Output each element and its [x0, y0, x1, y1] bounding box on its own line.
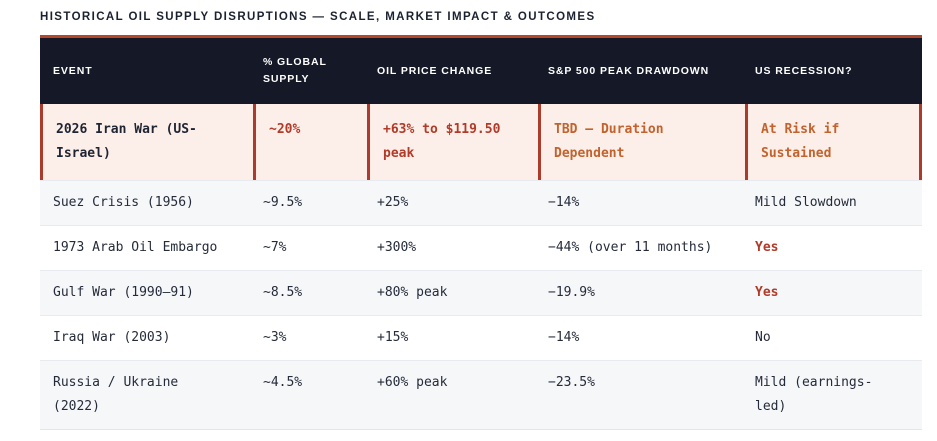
- cell-event: Iraq War (2003): [53, 330, 171, 345]
- cell-sp500-drawdown: −44% (over 11 months): [548, 240, 713, 255]
- cell-us-recession: Mild (earnings-led): [755, 375, 873, 414]
- table-row-gulf-war: Gulf War (1990–91) ~8.5% +80% peak −19.9…: [40, 270, 922, 315]
- column-header-event: EVENT: [53, 64, 93, 77]
- cell-global-supply: ~7%: [263, 240, 287, 255]
- column-header-global-supply: % GLOBAL SUPPLY: [263, 56, 327, 85]
- cell-global-supply: ~9.5%: [263, 195, 303, 210]
- cell-oil-price-change: +60% peak: [377, 375, 448, 390]
- cell-us-recession: Mild Slowdown: [755, 195, 857, 210]
- cell-oil-price-change: +15%: [377, 330, 409, 345]
- cell-event: 1973 Arab Oil Embargo: [53, 240, 218, 255]
- cell-event: Suez Crisis (1956): [53, 195, 194, 210]
- cell-oil-price-change: +80% peak: [377, 285, 448, 300]
- cell-us-recession: Yes: [755, 285, 779, 300]
- cell-global-supply: ~20%: [253, 104, 367, 180]
- cell-sp500-drawdown: −14%: [548, 195, 580, 210]
- table-row-2026-iran-war: 2026 Iran War (US-Israel) ~20% +63% to $…: [40, 104, 922, 180]
- table-header-row: EVENT % GLOBAL SUPPLY OIL PRICE CHANGE S…: [40, 38, 922, 104]
- cell-event: Gulf War (1990–91): [53, 285, 194, 300]
- column-header-us-recession: US RECESSION?: [755, 64, 853, 77]
- cell-global-supply: ~8.5%: [263, 285, 303, 300]
- cell-sp500-drawdown: −23.5%: [548, 375, 595, 390]
- cell-us-recession: No: [755, 330, 771, 345]
- cell-global-supply: ~3%: [263, 330, 287, 345]
- cell-sp500-drawdown: −14%: [548, 330, 580, 345]
- cell-global-supply: ~4.5%: [263, 375, 303, 390]
- table-row-russia-ukraine: Russia / Ukraine (2022) ~4.5% +60% peak …: [40, 360, 922, 429]
- cell-oil-price-change: +63% to $119.50 peak: [367, 104, 538, 180]
- cell-oil-price-change: +25%: [377, 195, 409, 210]
- cell-sp500-drawdown: TBD — Duration Dependent: [538, 104, 745, 180]
- page: HISTORICAL OIL SUPPLY DISRUPTIONS — SCAL…: [40, 11, 922, 430]
- cell-us-recession: At Risk if Sustained: [745, 104, 925, 180]
- table-row-iraq-war: Iraq War (2003) ~3% +15% −14% No: [40, 315, 922, 360]
- table-row-suez-crisis: Suez Crisis (1956) ~9.5% +25% −14% Mild …: [40, 180, 922, 225]
- disruptions-table: EVENT % GLOBAL SUPPLY OIL PRICE CHANGE S…: [40, 35, 922, 430]
- cell-sp500-drawdown: −19.9%: [548, 285, 595, 300]
- cell-event: 2026 Iran War (US-Israel): [56, 122, 197, 161]
- cell-oil-price-change: +300%: [377, 240, 417, 255]
- cell-event: Russia / Ukraine (2022): [53, 375, 179, 414]
- cell-us-recession: Yes: [755, 240, 779, 255]
- column-header-oil-price-change: OIL PRICE CHANGE: [377, 64, 493, 77]
- column-header-sp500-drawdown: S&P 500 PEAK DRAWDOWN: [548, 64, 710, 77]
- table-row-1973-arab-oil-embargo: 1973 Arab Oil Embargo ~7% +300% −44% (ov…: [40, 225, 922, 270]
- page-title: HISTORICAL OIL SUPPLY DISRUPTIONS — SCAL…: [40, 11, 596, 23]
